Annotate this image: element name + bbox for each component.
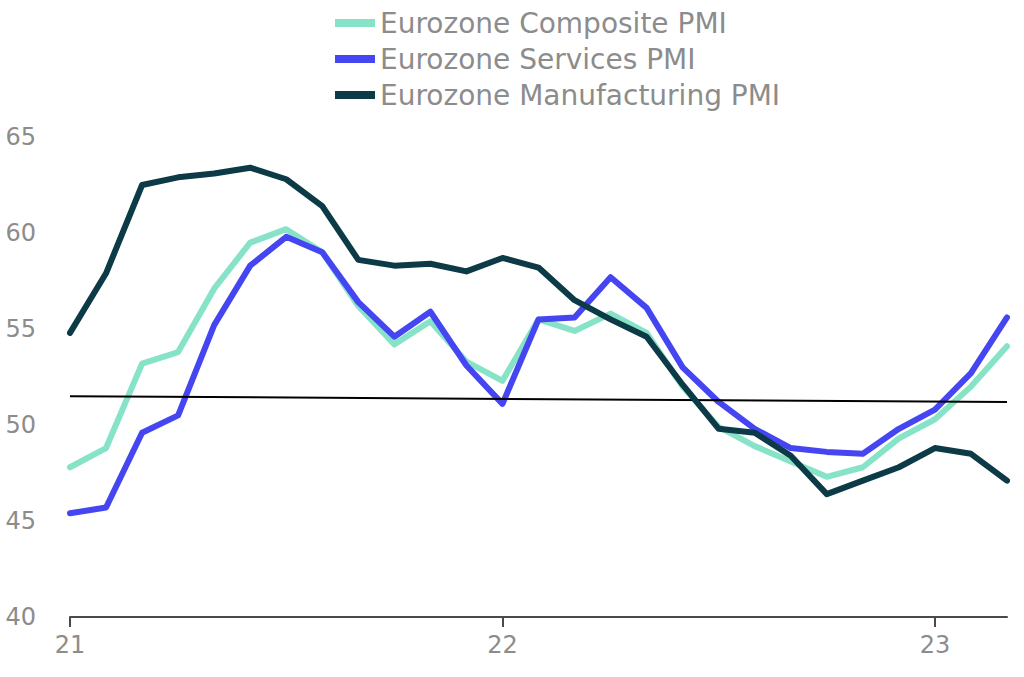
svg-text:60: 60: [5, 219, 36, 247]
svg-text:40: 40: [5, 603, 36, 631]
svg-text:45: 45: [5, 507, 36, 535]
svg-text:21: 21: [55, 631, 86, 659]
svg-text:Eurozone Composite PMI: Eurozone Composite PMI: [380, 7, 727, 40]
svg-text:50: 50: [5, 411, 36, 439]
svg-text:22: 22: [487, 631, 518, 659]
svg-text:55: 55: [5, 315, 36, 343]
svg-text:23: 23: [920, 631, 951, 659]
svg-text:Eurozone Services PMI: Eurozone Services PMI: [380, 43, 695, 76]
svg-text:65: 65: [5, 123, 36, 151]
svg-text:Eurozone Manufacturing PMI: Eurozone Manufacturing PMI: [380, 79, 780, 112]
